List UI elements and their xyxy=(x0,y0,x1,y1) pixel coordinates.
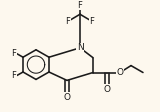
Text: N: N xyxy=(77,43,83,52)
Text: F: F xyxy=(66,17,70,26)
Text: F: F xyxy=(11,49,16,58)
Text: F: F xyxy=(11,71,16,80)
Text: O: O xyxy=(116,68,124,77)
Text: O: O xyxy=(64,93,71,102)
Text: F: F xyxy=(90,17,94,26)
Text: O: O xyxy=(104,85,111,94)
Text: F: F xyxy=(78,1,82,10)
